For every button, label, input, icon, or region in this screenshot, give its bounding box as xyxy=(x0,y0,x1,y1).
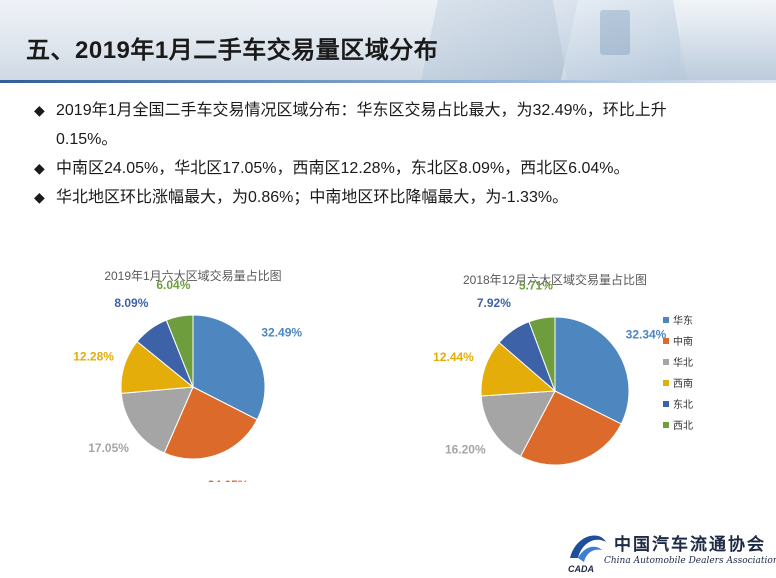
data-label-东北: 8.09% xyxy=(114,296,148,310)
diamond-bullet-icon: ◆ xyxy=(34,102,45,118)
bullet-item-continuation: 0.15%。 xyxy=(34,125,754,154)
legend-swatch-中南 xyxy=(663,338,669,344)
logo-english-name: China Automobile Dealers Association xyxy=(604,556,776,566)
logo-mark-text: CADA xyxy=(568,564,594,574)
bullet-text: 0.15%。 xyxy=(56,131,118,148)
data-label-西北: 6.04% xyxy=(156,278,190,292)
data-label-华北: 16.20% xyxy=(445,442,486,456)
legend-swatch-华北 xyxy=(663,359,669,365)
pie-slice-华北 xyxy=(480,390,556,458)
logo-chinese-name: 中国汽车流通协会 xyxy=(614,535,766,555)
diamond-bullet-icon: ◆ xyxy=(34,189,45,205)
data-label-华东: 32.49% xyxy=(261,326,302,340)
legend-swatch-东北 xyxy=(663,401,669,407)
legend-label-东北: 东北 xyxy=(673,398,693,411)
header-banner: 五、2019年1月二手车交易量区域分布 xyxy=(0,0,776,80)
legend-swatch-华东 xyxy=(663,317,669,323)
pie-chart-2019-01: 2019年1月六大区域交易量占比图 32.49% 24.05% 17.05% 12.28… xyxy=(73,268,302,482)
legend-label-华北: 华北 xyxy=(673,356,693,369)
bullet-item: ◆ 华北地区环比涨幅最大，为0.86%；中南地区环比降幅最大，为-1.33%。 xyxy=(34,183,754,212)
pie-slice-华北 xyxy=(120,386,194,454)
legend-label-西南: 西南 xyxy=(673,377,693,390)
legend-label-华东: 华东 xyxy=(673,314,693,327)
chart-title: 2018年12月六大区域交易量占比图 xyxy=(463,272,647,287)
data-label-西北: 5.71% xyxy=(519,279,553,293)
data-label-中南: 24.05% xyxy=(208,478,249,482)
chart-title: 2019年1月六大区域交易量占比图 xyxy=(104,268,281,283)
bullet-item: ◆ 中南区24.05%，华北区17.05%，西南区12.28%，东北区8.09%… xyxy=(34,154,754,183)
cada-logo-icon: CADA xyxy=(568,535,606,574)
legend-swatch-西南 xyxy=(663,380,669,386)
cada-logo: CADA 中国汽车流通协会 China Automobile Dealers A… xyxy=(562,528,776,574)
pie-slice-华东 xyxy=(192,314,266,421)
legend-label-西北: 西北 xyxy=(673,420,693,432)
pie-slice-华东 xyxy=(554,316,630,425)
pie-slice-西北 xyxy=(165,314,194,388)
page-title: 五、2019年1月二手车交易量区域分布 xyxy=(26,37,439,64)
pie-slice-西北 xyxy=(528,316,556,392)
pie-slice-中南 xyxy=(163,386,258,460)
data-label-西南: 12.28% xyxy=(73,350,114,364)
pie-chart-2018-12: 2018年12月六大区域交易量占比图32.34%25.38%16.20%12.4… xyxy=(433,272,693,466)
pie-slice-西南 xyxy=(480,341,557,397)
bullet-text: 华北地区环比涨幅最大，为0.86%；中南地区环比降幅最大，为-1.33%。 xyxy=(56,189,569,206)
data-label-西南: 12.44% xyxy=(433,350,474,364)
banner-decoration xyxy=(680,0,776,80)
data-label-东北: 7.92% xyxy=(477,296,511,310)
bullet-list: ◆ 2019年1月全国二手车交易情况区域分布：华东区交易占比最大，为32.49%… xyxy=(34,96,754,212)
bullet-text: 2019年1月全国二手车交易情况区域分布：华东区交易占比最大，为32.49%，环… xyxy=(56,102,667,119)
bullet-text: 中南区24.05%，华北区17.05%，西南区12.28%，东北区8.09%，西… xyxy=(56,160,630,177)
data-label-华东: 32.34% xyxy=(626,328,667,342)
banner-decoration xyxy=(600,10,630,55)
legend-swatch-西北 xyxy=(663,422,669,428)
diamond-bullet-icon: ◆ xyxy=(34,160,45,176)
bullet-item: ◆ 2019年1月全国二手车交易情况区域分布：华东区交易占比最大，为32.49%… xyxy=(34,96,754,125)
legend-label-中南: 中南 xyxy=(673,335,693,348)
title-divider xyxy=(0,80,776,83)
data-label-华北: 17.05% xyxy=(88,441,129,455)
